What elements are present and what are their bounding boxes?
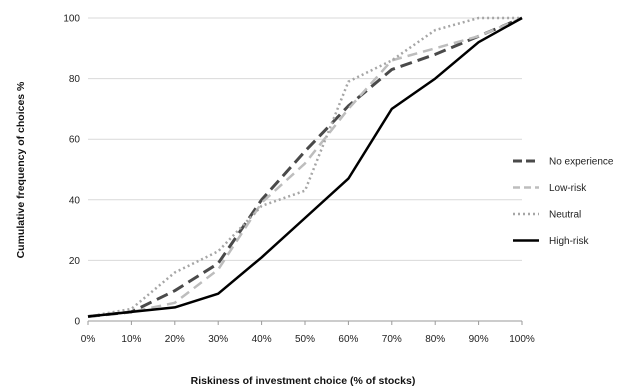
x-tick-label: 0% <box>81 334 96 345</box>
legend-label: Neutral <box>549 210 581 221</box>
series-line-high-risk <box>87 16 523 318</box>
y-axis-title: Cumulative frequency of choices % <box>15 81 27 258</box>
x-axis-title: Riskiness of investment choice (% of sto… <box>191 375 416 387</box>
axes <box>87 320 523 325</box>
series-line-low-risk <box>87 16 523 318</box>
series-line-no-experience <box>87 16 523 318</box>
x-tick-label: 90% <box>469 334 489 345</box>
series-lines <box>87 16 523 318</box>
y-tick-label: 60 <box>69 135 81 146</box>
y-tick-label: 100 <box>63 14 80 25</box>
legend: No experience Low-risk Neutral High-risk <box>513 157 614 247</box>
y-tick-label: 0 <box>74 317 80 328</box>
legend-label: No experience <box>549 157 614 168</box>
x-tick-label: 10% <box>121 334 141 345</box>
series-line-neutral <box>87 16 522 318</box>
y-tick-label: 20 <box>69 256 81 267</box>
x-tick-label: 60% <box>338 334 358 345</box>
x-tick-label: 80% <box>425 334 445 345</box>
legend-label: Low-risk <box>549 183 587 194</box>
gridlines <box>88 17 522 261</box>
x-tick-label: 100% <box>509 334 535 345</box>
y-tick-label: 40 <box>69 195 81 206</box>
x-tick-label: 20% <box>165 334 185 345</box>
x-tick-label: 50% <box>295 334 315 345</box>
legend-label: High-risk <box>549 236 589 247</box>
x-tick-label: 30% <box>208 334 228 345</box>
x-tick-label: 70% <box>382 334 402 345</box>
tick-labels: 0 20 40 60 80 100 0% 10% 20% 30% 40% 50% 60% 70% 80% 90… <box>63 14 535 346</box>
y-tick-label: 80 <box>69 74 81 85</box>
x-tick-label: 40% <box>252 334 272 345</box>
